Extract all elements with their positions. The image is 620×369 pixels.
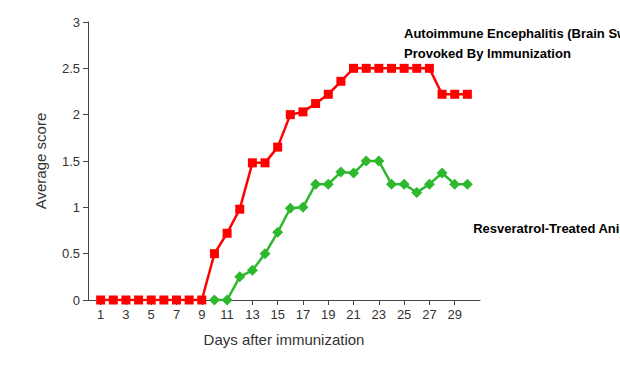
svg-text:2.5: 2.5 [62, 61, 80, 76]
svg-text:17: 17 [296, 307, 310, 322]
svg-text:21: 21 [346, 307, 360, 322]
svg-text:29: 29 [447, 307, 461, 322]
svg-text:3: 3 [122, 307, 129, 322]
svg-text:23: 23 [372, 307, 386, 322]
svg-text:15: 15 [270, 307, 284, 322]
svg-text:2: 2 [73, 107, 80, 122]
svg-text:27: 27 [422, 307, 436, 322]
svg-text:1: 1 [73, 200, 80, 215]
svg-text:19: 19 [321, 307, 335, 322]
svg-text:13: 13 [245, 307, 259, 322]
svg-text:Provoked By Immunization: Provoked By Immunization [404, 46, 571, 61]
svg-text:1.5: 1.5 [62, 154, 80, 169]
svg-text:3: 3 [73, 15, 80, 30]
svg-text:0.5: 0.5 [62, 246, 80, 261]
svg-text:11: 11 [220, 307, 234, 322]
svg-text:Resveratrol-Treated Animal: Resveratrol-Treated Animal [473, 221, 620, 236]
svg-text:9: 9 [198, 307, 205, 322]
svg-text:Average score: Average score [32, 113, 49, 209]
svg-text:25: 25 [397, 307, 411, 322]
svg-text:Days after immunization: Days after immunization [204, 331, 365, 348]
svg-text:Autoimmune Encephalitis (Brain: Autoimmune Encephalitis (Brain Swelling) [404, 26, 620, 41]
svg-text:1: 1 [97, 307, 104, 322]
svg-text:0: 0 [73, 293, 80, 308]
svg-text:7: 7 [173, 307, 180, 322]
svg-text:5: 5 [148, 307, 155, 322]
